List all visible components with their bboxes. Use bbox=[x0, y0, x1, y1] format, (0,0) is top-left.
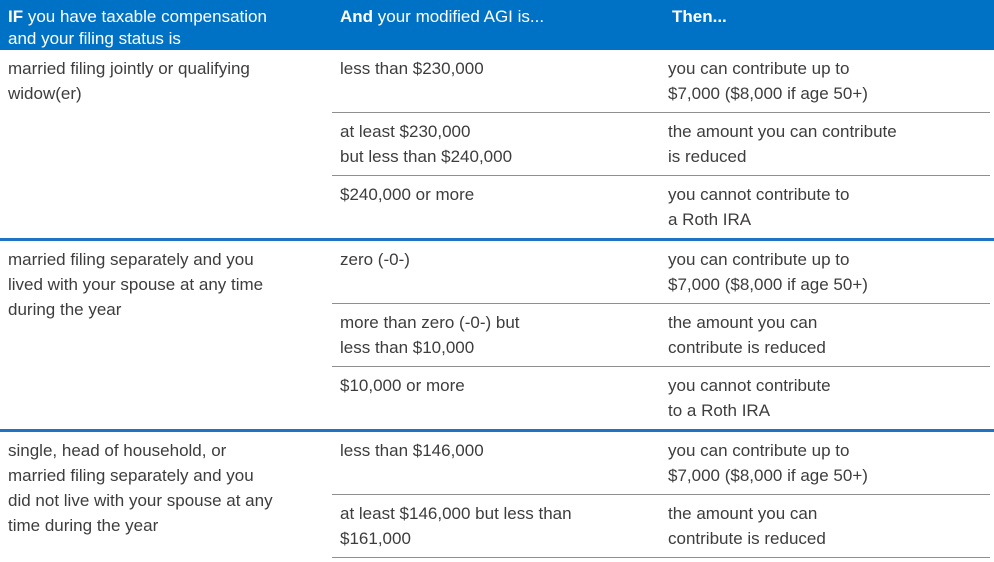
agi-cell: at least $146,000 but less than $161,000 bbox=[332, 495, 660, 557]
agi-cell: at least $230,000 but less than $240,000 bbox=[332, 113, 660, 175]
then-line: to a Roth IRA bbox=[668, 401, 771, 420]
agi-line: more than zero (-0-) but bbox=[340, 313, 520, 332]
agi-cell: more than zero (-0-) but less than $10,0… bbox=[332, 304, 660, 366]
agi-line: at least $230,000 bbox=[340, 122, 471, 141]
then-line: you can contribute up to bbox=[668, 59, 850, 78]
filing-status-line: single, head of household, or bbox=[8, 441, 227, 460]
header-filing-status-line1: IF you have taxable compensation bbox=[8, 6, 332, 28]
then-line: you cannot contribute to bbox=[668, 185, 850, 204]
then-cell: you can contribute up to $7,000 ($8,000 … bbox=[660, 241, 990, 303]
header-filing-status-line2: and your filing status is bbox=[8, 29, 181, 48]
agi-cell: zero (-0-) bbox=[332, 241, 660, 303]
header-then-bold: Then... bbox=[672, 7, 727, 26]
then-line: $7,000 ($8,000 if age 50+) bbox=[668, 84, 868, 103]
table-row: $240,000 or more you cannot contribute t… bbox=[332, 175, 990, 238]
table-row: less than $230,000 you can contribute up… bbox=[332, 50, 990, 112]
agi-cell: $161,000 or more bbox=[332, 558, 660, 562]
header-filing-status-bold: IF bbox=[8, 7, 24, 26]
then-line: you cannot contribute bbox=[668, 376, 831, 395]
then-cell: you cannot contribute to a Roth IRA bbox=[660, 176, 990, 238]
then-line: the amount you can contribute bbox=[668, 122, 897, 141]
section-single-head-of-household: single, head of household, or married fi… bbox=[0, 429, 994, 562]
filing-status-line: lived with your spouse at any time bbox=[8, 275, 264, 294]
agi-line: zero (-0-) bbox=[340, 250, 410, 269]
agi-line: less than $146,000 bbox=[340, 441, 484, 460]
filing-status-cell: married filing jointly or qualifying wid… bbox=[0, 50, 332, 238]
agi-line: less than $10,000 bbox=[340, 338, 475, 357]
then-cell: you can contribute up to $7,000 ($8,000 … bbox=[660, 50, 990, 112]
agi-line: $240,000 or more bbox=[340, 185, 475, 204]
table-row: zero (-0-) you can contribute up to $7,0… bbox=[332, 241, 990, 303]
then-line: contribute is reduced bbox=[668, 529, 826, 548]
table-row: less than $146,000 you can contribute up… bbox=[332, 432, 990, 494]
agi-line: $161,000 bbox=[340, 529, 411, 548]
agi-cell: less than $230,000 bbox=[332, 50, 660, 112]
section-married-filing-jointly: married filing jointly or qualifying wid… bbox=[0, 50, 994, 238]
then-line: a Roth IRA bbox=[668, 210, 752, 229]
filing-status-line: time during the year bbox=[8, 516, 159, 535]
then-line: you can contribute up to bbox=[668, 441, 850, 460]
table-row: $161,000 or more you cannot contribute t… bbox=[332, 557, 990, 562]
filing-status-line: married filing jointly or qualifying bbox=[8, 59, 250, 78]
then-cell: you can contribute up to $7,000 ($8,000 … bbox=[660, 432, 990, 494]
filing-status-cell: single, head of household, or married fi… bbox=[0, 432, 332, 562]
agi-line: less than $230,000 bbox=[340, 59, 484, 78]
agi-line: but less than $240,000 bbox=[340, 147, 513, 166]
filing-status-cell: married filing separately and you lived … bbox=[0, 241, 332, 429]
filing-status-line: married filing separately and you bbox=[8, 250, 254, 269]
filing-status-line: married filing separately and you bbox=[8, 466, 254, 485]
then-line: the amount you can bbox=[668, 313, 818, 332]
header-agi-bold: And bbox=[340, 7, 374, 26]
header-cell-agi: And your modified AGI is... bbox=[332, 6, 664, 50]
table-row: at least $146,000 but less than $161,000… bbox=[332, 494, 990, 557]
then-line: contribute is reduced bbox=[668, 338, 826, 357]
table-row: at least $230,000 but less than $240,000… bbox=[332, 112, 990, 175]
header-cell-then: Then... bbox=[664, 6, 994, 50]
section-rows: zero (-0-) you can contribute up to $7,0… bbox=[332, 241, 990, 429]
agi-line: $10,000 or more bbox=[340, 376, 465, 395]
filing-status-line: did not live with your spouse at any bbox=[8, 491, 273, 510]
section-rows: less than $146,000 you can contribute up… bbox=[332, 432, 990, 562]
table-row: more than zero (-0-) but less than $10,0… bbox=[332, 303, 990, 366]
filing-status-line: widow(er) bbox=[8, 84, 82, 103]
then-cell: you cannot contribute to a Roth IRA bbox=[660, 558, 990, 562]
then-cell: you cannot contribute to a Roth IRA bbox=[660, 367, 990, 429]
then-cell: the amount you can contribute is reduced bbox=[660, 113, 990, 175]
then-line: the amount you can bbox=[668, 504, 818, 523]
then-cell: the amount you can contribute is reduced bbox=[660, 495, 990, 557]
then-line: $7,000 ($8,000 if age 50+) bbox=[668, 466, 868, 485]
then-line: you can contribute up to bbox=[668, 250, 850, 269]
agi-cell: $240,000 or more bbox=[332, 176, 660, 238]
agi-cell: $10,000 or more bbox=[332, 367, 660, 429]
then-line: $7,000 ($8,000 if age 50+) bbox=[668, 275, 868, 294]
then-cell: the amount you can contribute is reduced bbox=[660, 304, 990, 366]
header-agi-rest: your modified AGI is... bbox=[373, 7, 545, 26]
header-filing-status-rest: you have taxable compensation bbox=[23, 7, 267, 26]
table-row: $10,000 or more you cannot contribute to… bbox=[332, 366, 990, 429]
agi-cell: less than $146,000 bbox=[332, 432, 660, 494]
agi-line: at least $146,000 but less than bbox=[340, 504, 572, 523]
header-cell-filing-status: IF you have taxable compensation and you… bbox=[0, 6, 332, 50]
then-line: is reduced bbox=[668, 147, 747, 166]
table-header-row: IF you have taxable compensation and you… bbox=[0, 0, 994, 50]
section-married-filing-separately-lived-with-spouse: married filing separately and you lived … bbox=[0, 238, 994, 429]
section-rows: less than $230,000 you can contribute up… bbox=[332, 50, 990, 238]
filing-status-line: during the year bbox=[8, 300, 122, 319]
